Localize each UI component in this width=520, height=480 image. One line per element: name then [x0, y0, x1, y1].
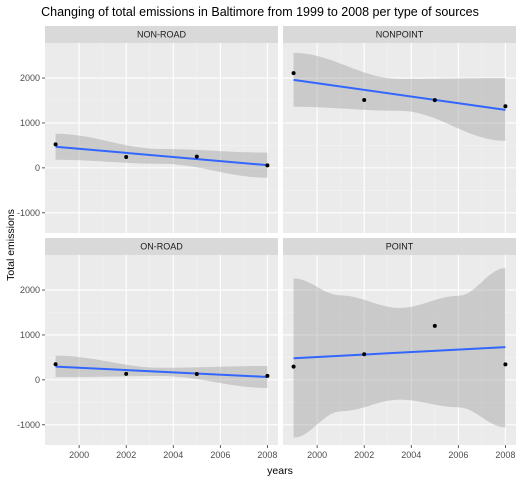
panel-non-road: NON-ROAD	[45, 26, 278, 233]
data-point	[265, 373, 270, 378]
x-tick-label: 2002	[354, 450, 374, 460]
y-tick-label: 1000	[20, 330, 40, 340]
strip-label: NONPOINT	[376, 30, 424, 40]
regression-line	[55, 365, 268, 378]
y-tick-label: -1000	[17, 208, 40, 218]
data-point	[432, 98, 437, 103]
data-point	[53, 142, 58, 147]
strip-point	[283, 238, 516, 255]
panel-background	[45, 43, 278, 233]
strip-label: NON-ROAD	[137, 30, 186, 40]
strip-nonpoint	[283, 26, 516, 43]
y-axis-title: Total emissions	[5, 209, 17, 281]
panel-background	[283, 43, 516, 233]
data-point	[362, 352, 367, 357]
data-point	[432, 323, 437, 328]
y-axis-ticks: -1000 0 1000 2000 -1000 0 1000 2000	[17, 73, 45, 430]
x-tick-label: 2002	[116, 450, 136, 460]
strip-on-road	[45, 238, 278, 255]
data-point	[194, 371, 199, 376]
x-tick-label: 2008	[257, 450, 277, 460]
data-point	[503, 104, 508, 109]
data-point	[265, 163, 270, 168]
y-tick-label: 1000	[20, 118, 40, 128]
y-tick-label: -1000	[17, 420, 40, 430]
confidence-band	[293, 52, 506, 141]
panel-nonpoint: NONPOINT	[283, 26, 516, 233]
data-point	[503, 362, 508, 367]
x-tick-label: 2000	[307, 450, 327, 460]
data-point	[362, 98, 367, 103]
data-point	[124, 371, 129, 376]
data-point	[53, 362, 58, 367]
x-tick-label: 2006	[448, 450, 468, 460]
regression-line	[55, 145, 268, 167]
panel-on-road: ON-ROAD	[45, 238, 278, 445]
strip-label: ON-ROAD	[140, 242, 183, 252]
y-tick-label: 0	[35, 375, 40, 385]
data-point	[194, 154, 199, 159]
x-tick-label: 2004	[163, 450, 183, 460]
strip-non-road	[45, 26, 278, 43]
facet-panels: NON-ROAD NONPOINT ON-ROAD POINT	[45, 26, 516, 445]
x-axis-title: years	[267, 465, 293, 477]
x-tick-label: 2008	[495, 450, 515, 460]
x-tick-label: 2006	[210, 450, 230, 460]
regression-line	[293, 78, 506, 111]
panel-background	[45, 255, 278, 445]
panel-background	[283, 255, 516, 445]
panel-point: POINT	[283, 238, 516, 445]
x-tick-label: 2004	[401, 450, 421, 460]
x-axis-ticks: 2000 2002 2004 2006 2008 2000 2002 2004 2006 2008	[69, 445, 515, 460]
chart-title: Changing of total emissions in Baltimore…	[41, 5, 479, 19]
x-tick-label: 2000	[69, 450, 89, 460]
strip-label: POINT	[386, 242, 414, 252]
regression-line	[293, 346, 506, 360]
data-point	[124, 155, 129, 160]
y-tick-label: 0	[35, 163, 40, 173]
y-tick-label: 2000	[20, 285, 40, 295]
y-tick-label: 2000	[20, 73, 40, 83]
data-point	[291, 364, 296, 369]
data-point	[291, 71, 296, 76]
